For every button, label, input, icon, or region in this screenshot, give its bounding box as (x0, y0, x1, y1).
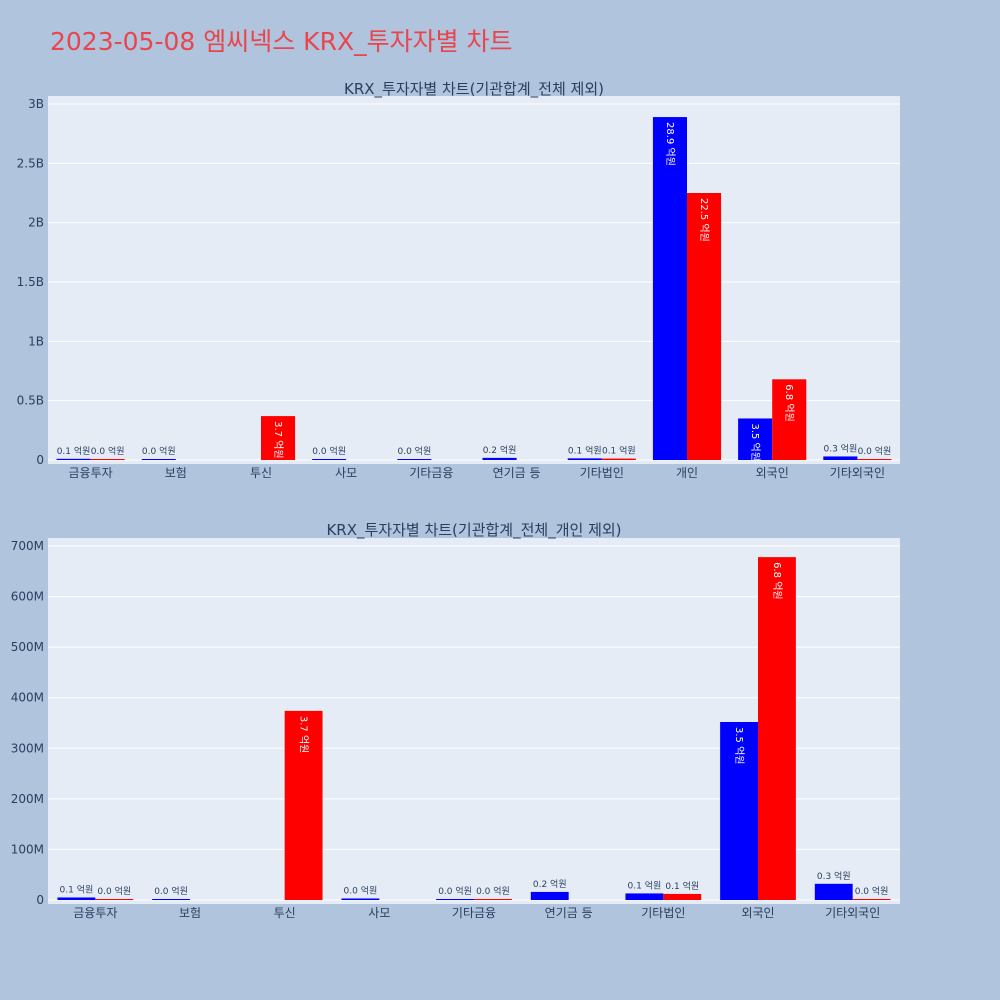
data-label: 0.0 억원 (476, 885, 510, 897)
bar (436, 899, 474, 900)
x-tick-label: 외국인 (756, 466, 789, 480)
x-tick-label: 사모 (368, 906, 390, 920)
chart-investor-excluding-institutions-individual: KRX_투자자별 차트(기관합계_전체_개인 제외) 0 100M 200M 300M 4… (11, 521, 900, 920)
x-tick-label: 기타외국인 (830, 466, 885, 480)
data-label: 0.0 억원 (858, 445, 892, 457)
y-tick-label: 3B (28, 97, 44, 111)
data-label: 6.8 억원 (771, 562, 783, 599)
bar (772, 379, 807, 460)
data-label: 0.0 억원 (97, 885, 131, 897)
y-tick-label: 100M (11, 842, 44, 856)
data-label: 0.0 억원 (91, 445, 125, 457)
chart-title: KRX_투자자별 차트(기관합계_전체_개인 제외) (326, 521, 621, 540)
data-label: 0.0 억원 (397, 445, 431, 457)
data-label: 3.7 억원 (272, 421, 284, 458)
data-label: 0.1 억원 (568, 444, 602, 456)
bar (663, 893, 702, 900)
bar (95, 899, 134, 900)
x-tick-label: 개인 (676, 466, 698, 480)
data-label: 0.2 억원 (533, 878, 567, 890)
x-tick-label: 연기금 등 (545, 906, 593, 920)
bar (652, 117, 687, 460)
x-tick-label: 기타법인 (641, 906, 685, 920)
data-label: 22.5 억원 (698, 198, 710, 242)
x-tick-label: 보험 (179, 906, 201, 920)
data-label: 0.1 억원 (57, 445, 91, 457)
data-label: 0.0 억원 (438, 885, 472, 897)
data-label: 3.5 억원 (733, 727, 745, 764)
bar (141, 459, 176, 460)
x-tick-label: 외국인 (741, 906, 774, 920)
chart-title: KRX_투자자별 차트(기관합계_전체 제외) (344, 80, 604, 99)
y-tick-label: 2.5B (17, 156, 44, 170)
bar (284, 710, 323, 900)
data-label: 0.3 억원 (823, 442, 857, 454)
data-label: 0.1 억원 (628, 879, 662, 891)
y-tick-label: 700M (11, 539, 44, 553)
bar (857, 459, 892, 460)
bar (56, 458, 91, 460)
x-tick-label: 기타금융 (452, 906, 496, 920)
x-tick-label: 기타법인 (580, 466, 624, 480)
x-tick-label: 기타금융 (409, 466, 453, 480)
data-label: 0.3 억원 (817, 870, 851, 882)
bar (530, 891, 569, 900)
y-tick-label: 500M (11, 640, 44, 654)
bar (625, 893, 664, 900)
x-tick-label: 투신 (274, 906, 296, 920)
x-tick-label: 사모 (335, 466, 357, 480)
plot-area (48, 96, 900, 464)
data-label: 0.0 억원 (344, 884, 378, 896)
bar (823, 456, 858, 460)
bar (738, 418, 773, 460)
data-label: 0.1 억원 (665, 880, 699, 892)
data-label: 0.0 억원 (312, 445, 346, 457)
bar (720, 721, 758, 900)
bar (758, 557, 796, 900)
bar (341, 898, 380, 900)
data-label: 0.0 억원 (154, 885, 188, 897)
bar (261, 416, 296, 460)
bar (482, 457, 517, 460)
x-tick-label: 보험 (165, 466, 187, 480)
data-label: 0.1 억원 (602, 445, 636, 457)
y-tick-label: 600M (11, 590, 44, 604)
data-label: 6.8 억원 (783, 384, 795, 421)
y-tick-label: 2B (28, 216, 44, 230)
data-label: 0.0 억원 (142, 445, 176, 457)
x-tick-label: 투신 (250, 466, 272, 480)
bar (312, 459, 347, 460)
bar (814, 883, 853, 900)
y-tick-label: 0 (36, 453, 44, 467)
y-tick-label: 0 (36, 893, 44, 907)
page-title: 2023-05-08 엠씨넥스 KRX_투자자별 차트 (50, 27, 513, 56)
y-tick-label: 300M (11, 741, 44, 755)
x-tick-label: 금융투자 (69, 466, 113, 480)
bar (852, 899, 891, 900)
bar (152, 899, 190, 900)
bar (397, 459, 432, 460)
y-tick-label: 200M (11, 792, 44, 806)
y-tick-label: 400M (11, 691, 44, 705)
data-label: 3.7 억원 (298, 716, 310, 753)
x-tick-label: 기타외국인 (825, 906, 880, 920)
y-tick-label: 1.5B (17, 275, 44, 289)
data-label: 3.5 억원 (749, 423, 761, 460)
y-tick-label: 0.5B (17, 394, 44, 408)
data-label: 0.2 억원 (483, 444, 517, 456)
x-tick-label: 연기금 등 (493, 466, 541, 480)
y-tick-label: 1B (28, 334, 44, 348)
data-label: 28.9 억원 (664, 122, 676, 166)
bar (687, 193, 722, 460)
bar (601, 458, 636, 460)
bar (474, 899, 512, 900)
data-label: 0.0 억원 (855, 885, 889, 897)
data-label: 0.1 억원 (60, 883, 94, 895)
bar (567, 458, 602, 460)
bar (57, 897, 96, 900)
x-tick-label: 금융투자 (73, 906, 117, 920)
chart-investor-excluding-institutions: KRX_투자자별 차트(기관합계_전체 제외) 0 0.5B 1B 1.5B 2B 2.5B… (17, 80, 900, 480)
bar (90, 459, 125, 460)
